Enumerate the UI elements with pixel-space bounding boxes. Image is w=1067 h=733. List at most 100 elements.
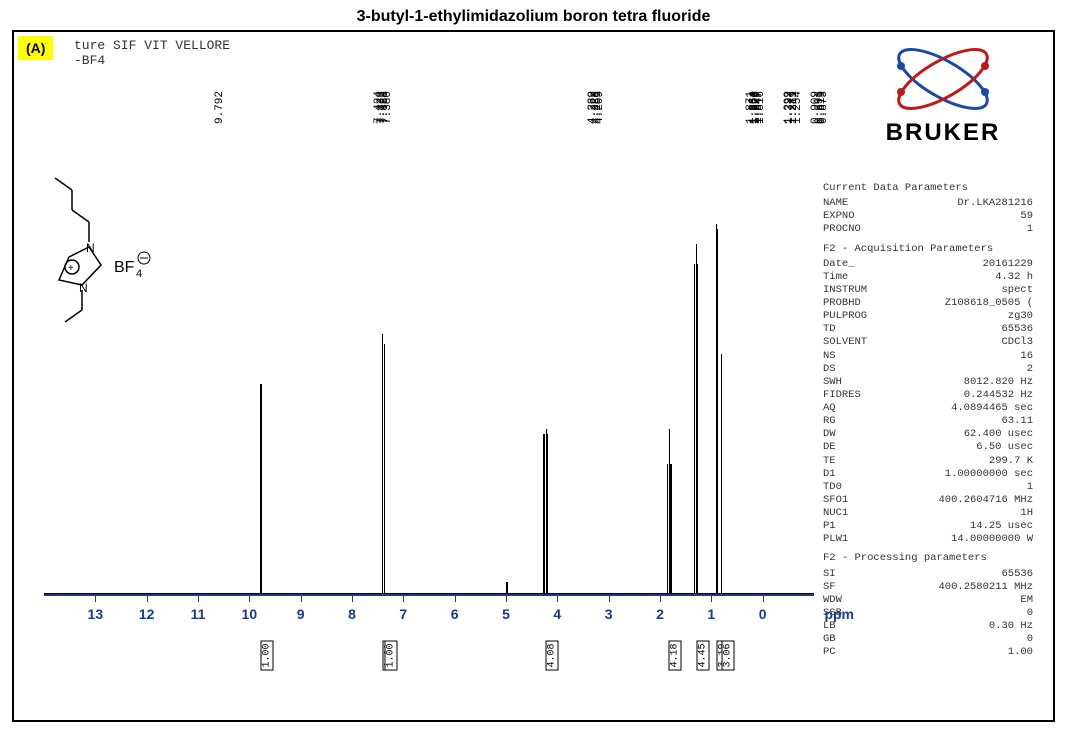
axis-tick (147, 596, 148, 602)
nmr-peak (717, 229, 719, 594)
param-value: 0 (1027, 633, 1033, 646)
param-value: 2 (1027, 363, 1033, 376)
param-line: AQ4.0894465 sec (823, 402, 1033, 415)
param-line: NAMEDr.LKA281216 (823, 197, 1033, 210)
nmr-peak (721, 354, 723, 594)
param-line: D11.00000000 sec (823, 468, 1033, 481)
axis-tick (95, 596, 96, 602)
nmr-peak (670, 464, 672, 594)
axis-tick (301, 596, 302, 602)
param-value: 400.2580211 MHz (938, 581, 1033, 594)
peak-labels-container: 9.7927.4327.4287.4247.3847.3807.3754.269… (179, 42, 849, 142)
param-value: 4.0894465 sec (951, 402, 1033, 415)
param-value: 8012.820 Hz (964, 376, 1033, 389)
peak-shift-label: 4.209 (594, 91, 606, 124)
axis-tick-label: 8 (348, 606, 356, 622)
axis-tick (660, 596, 661, 602)
param-line: WDWEM (823, 594, 1033, 607)
param-line: TD65536 (823, 323, 1033, 336)
axis-tick-label: 6 (451, 606, 459, 622)
axis-tick-label: 12 (139, 606, 155, 622)
param-value: spect (1001, 284, 1033, 297)
peak-shift-label: 7.375 (376, 91, 388, 124)
axis-tick-label: 13 (88, 606, 104, 622)
nmr-peak (260, 384, 262, 594)
axis-tick (506, 596, 507, 602)
panel-label: (A) (18, 36, 53, 60)
param-line: SSB0 (823, 607, 1033, 620)
param-line: NS16 (823, 350, 1033, 363)
param-line: TE299.7 K (823, 455, 1033, 468)
param-value: EM (1020, 594, 1033, 607)
param-line: PROBHDZ108618_0505 ( (823, 297, 1033, 310)
param-value: 400.2604716 MHz (938, 494, 1033, 507)
param-line: EXPNO59 (823, 210, 1033, 223)
peak-shift-label: 0.819 (816, 91, 828, 124)
axis-tick (403, 596, 404, 602)
param-value: 6.50 usec (976, 441, 1033, 454)
axis-tick-label: 5 (502, 606, 510, 622)
param-value: 1.00 (1008, 646, 1033, 659)
main-title: 3-butyl-1-ethylimidazolium boron tetra f… (0, 0, 1067, 30)
param-line: GB0 (823, 633, 1033, 646)
param-line: Time4.32 h (823, 271, 1033, 284)
param-line: SOLVENTCDCl3 (823, 336, 1033, 349)
axis-tick-label: 1 (707, 606, 715, 622)
param-value: Z108618_0505 ( (945, 297, 1033, 310)
axis-tick-label: 9 (297, 606, 305, 622)
spectrum-plot: ppm 131211109876543210 1.001.001.004.084… (24, 132, 834, 672)
param-line: PULPROGzg30 (823, 310, 1033, 323)
axis-tick-label: 11 (191, 606, 206, 622)
integral-value: 4.08 (546, 640, 559, 670)
param-value: 14.00000000 W (951, 533, 1033, 546)
param-line: DE6.50 usec (823, 441, 1033, 454)
integral-value: 1.00 (384, 640, 397, 670)
param-value: 1 (1027, 481, 1033, 494)
param-line: P114.25 usec (823, 520, 1033, 533)
param-section-title: Current Data Parameters (823, 182, 1033, 195)
param-value: 20161229 (983, 258, 1033, 271)
axis-tick-label: 7 (399, 606, 407, 622)
param-value: 0.244532 Hz (964, 389, 1033, 402)
param-value: 59 (1020, 210, 1033, 223)
param-line: DW62.400 usec (823, 428, 1033, 441)
param-line: SWH8012.820 Hz (823, 376, 1033, 389)
axis-tick (609, 596, 610, 602)
axis-tick-label: 0 (759, 606, 767, 622)
axis-tick-label: 4 (553, 606, 561, 622)
param-line: RG63.11 (823, 415, 1033, 428)
param-line: INSTRUMspect (823, 284, 1033, 297)
param-value: 4.32 h (995, 271, 1033, 284)
integral-value: 4.45 (696, 640, 709, 670)
bruker-logo-text: BRUKER (863, 119, 1023, 147)
axis-tick (557, 596, 558, 602)
param-value: 62.400 usec (964, 428, 1033, 441)
param-line: Date_20161229 (823, 258, 1033, 271)
nmr-peak (506, 582, 508, 594)
param-value: 65536 (1001, 323, 1033, 336)
nmr-peak (384, 344, 386, 594)
param-value: 1 (1027, 223, 1033, 236)
param-value: CDCl3 (1001, 336, 1033, 349)
axis-tick-label: 3 (605, 606, 613, 622)
axis-tick (352, 596, 353, 602)
integral-value: 3.06 (721, 640, 734, 670)
param-value: Dr.LKA281216 (957, 197, 1033, 210)
param-line: TD01 (823, 481, 1033, 494)
peak-shift-label: 1.254 (792, 91, 804, 124)
x-axis: ppm 131211109876543210 (44, 594, 814, 622)
param-value: 14.25 usec (970, 520, 1033, 533)
bruker-atom-icon (883, 44, 1003, 114)
param-value: zg30 (1008, 310, 1033, 323)
header-line2: -BF4 (74, 53, 105, 68)
integral-value: 4.18 (669, 640, 682, 670)
param-value: 1H (1020, 507, 1033, 520)
param-section-title: F2 - Processing parameters (823, 552, 1033, 565)
axis-tick (198, 596, 199, 602)
param-line: SFO1400.2604716 MHz (823, 494, 1033, 507)
param-value: 299.7 K (989, 455, 1033, 468)
param-value: 0.30 Hz (989, 620, 1033, 633)
axis-tick (455, 596, 456, 602)
param-value: 63.11 (1001, 415, 1033, 428)
nmr-peak (697, 264, 699, 594)
